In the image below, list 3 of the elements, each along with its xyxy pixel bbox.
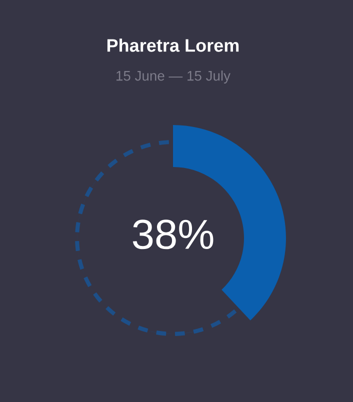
chart-subtitle: 15 June — 15 July — [116, 70, 230, 84]
chart-title: Pharetra Lorem — [107, 38, 239, 52]
data-label: 38% — [132, 220, 214, 250]
